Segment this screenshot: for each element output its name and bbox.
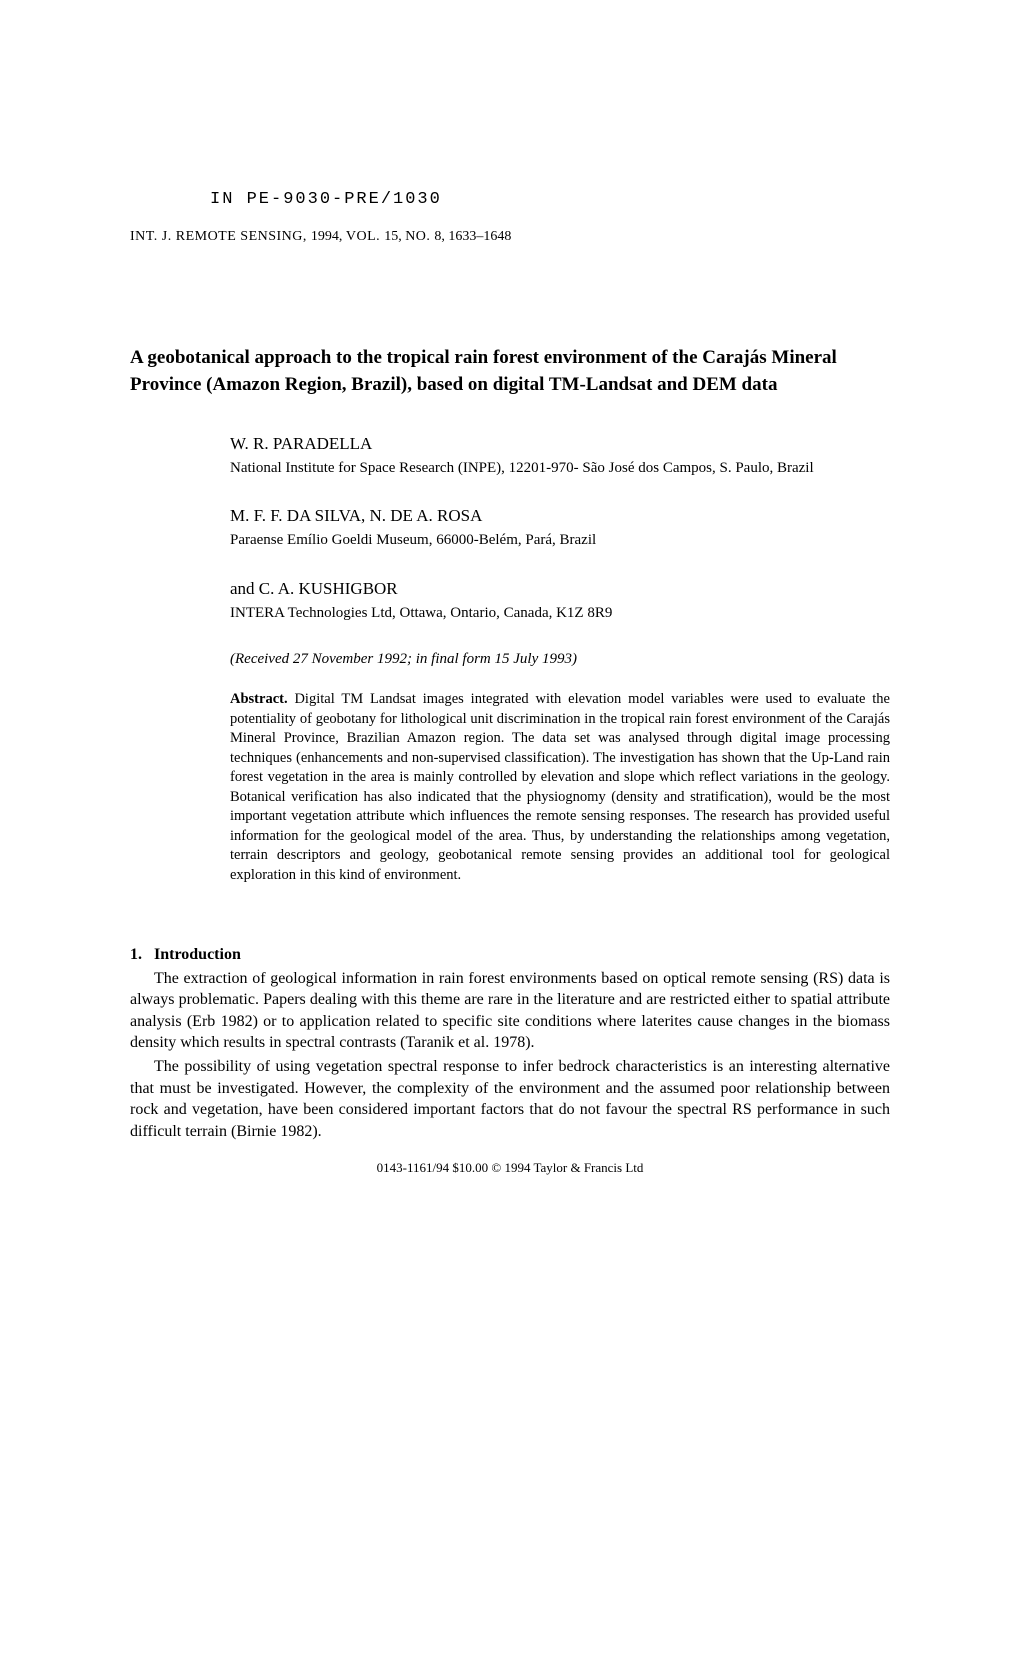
abstract-label: Abstract.	[230, 691, 288, 707]
journal-name: INT. J. REMOTE SENSING,	[130, 229, 311, 244]
body-paragraph: The extraction of geological information…	[130, 968, 890, 1054]
abstract-text: Digital TM Landsat images integrated wit…	[230, 691, 890, 883]
abstract: Abstract. Digital TM Landsat images inte…	[230, 690, 890, 886]
author-name: and C. A. KUSHIGBOR	[230, 579, 890, 599]
authors-block: W. R. PARADELLA National Institute for S…	[230, 434, 890, 885]
copyright-footer: 0143-1161/94 $10.00 © 1994 Taylor & Fran…	[130, 1160, 890, 1176]
journal-no-pages: 8, 1633–1648	[434, 229, 511, 244]
body-paragraph: The possibility of using vegetation spec…	[130, 1056, 890, 1142]
journal-vol-label: VOL.	[346, 229, 384, 244]
author-affiliation: National Institute for Space Research (I…	[230, 458, 890, 478]
section-title: Introduction	[154, 946, 241, 963]
author-affiliation: INTERA Technologies Ltd, Ottawa, Ontario…	[230, 603, 890, 623]
section-heading: 1. Introduction	[130, 946, 890, 964]
journal-year: 1994,	[311, 229, 346, 244]
author-affiliation: Paraense Emílio Goeldi Museum, 66000-Bel…	[230, 530, 890, 550]
author-name: W. R. PARADELLA	[230, 434, 890, 454]
section-number: 1.	[130, 946, 142, 963]
journal-no-label: NO.	[405, 229, 434, 244]
article-title: A geobotanical approach to the tropical …	[130, 345, 890, 398]
document-number: IN PE-9030-PRE/1030	[210, 190, 890, 209]
journal-vol: 15,	[384, 229, 405, 244]
received-line: (Received 27 November 1992; in final for…	[230, 651, 890, 668]
journal-reference: INT. J. REMOTE SENSING, 1994, VOL. 15, N…	[130, 229, 890, 245]
author-name: M. F. F. DA SILVA, N. DE A. ROSA	[230, 506, 890, 526]
